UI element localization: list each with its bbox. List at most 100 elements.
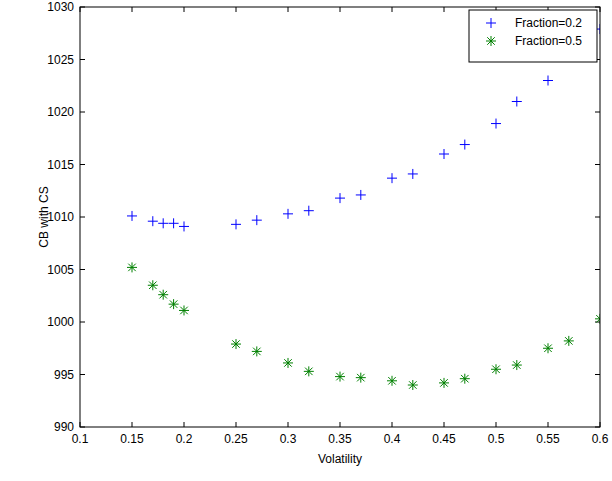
marker-shape — [304, 206, 314, 216]
marker-shape — [595, 314, 600, 324]
marker-shape — [491, 364, 501, 374]
point — [387, 376, 397, 386]
point — [304, 206, 314, 216]
point — [460, 140, 470, 150]
x-tick-label: 0.3 — [280, 432, 297, 446]
point — [304, 366, 314, 376]
marker-shape — [148, 216, 158, 226]
marker-shape — [231, 219, 241, 229]
point — [595, 314, 600, 324]
marker-shape — [439, 149, 449, 159]
marker-shape — [158, 290, 168, 300]
x-tick-label: 0.1 — [72, 432, 89, 446]
x-tick — [392, 422, 393, 427]
marker-shape — [127, 262, 137, 272]
point — [335, 193, 345, 203]
point — [387, 173, 397, 183]
point — [252, 346, 262, 356]
y-tick-label: 995 — [54, 368, 74, 382]
point — [179, 221, 189, 231]
marker-shape — [252, 215, 262, 225]
marker-shape — [335, 193, 345, 203]
marker-shape — [169, 299, 179, 309]
marker-shape — [304, 366, 314, 376]
x-tick — [548, 422, 549, 427]
marker-shape — [460, 140, 470, 150]
y-tick-label: 1025 — [47, 53, 74, 67]
marker-shape — [179, 221, 189, 231]
y-tick — [80, 269, 85, 270]
point — [158, 218, 168, 228]
marker-shape — [543, 76, 553, 86]
marker-shape — [439, 378, 449, 388]
y-tick-label: 1005 — [47, 263, 74, 277]
y-tick-label: 1020 — [47, 105, 74, 119]
point — [252, 215, 262, 225]
point — [179, 305, 189, 315]
marker-shape — [387, 173, 397, 183]
marker-shape — [512, 97, 522, 107]
marker-shape — [408, 380, 418, 390]
point — [439, 149, 449, 159]
point — [283, 358, 293, 368]
legend-box — [469, 10, 597, 62]
x-tick-label: 0.4 — [384, 432, 401, 446]
marker-shape — [158, 218, 168, 228]
x-tick-label: 0.35 — [328, 432, 352, 446]
point — [491, 119, 501, 129]
x-tick-label: 0.15 — [120, 432, 144, 446]
x-tick — [236, 422, 237, 427]
point — [127, 262, 137, 272]
point — [460, 374, 470, 384]
x-axis-label: Volatility — [318, 452, 362, 466]
x-tick — [132, 422, 133, 427]
x-tick — [340, 7, 341, 12]
marker-shape — [356, 373, 366, 383]
y-tick-label: 1010 — [47, 210, 74, 224]
marker-shape — [387, 376, 397, 386]
x-tick-label: 0.55 — [536, 432, 560, 446]
marker-shape — [252, 346, 262, 356]
marker-shape — [486, 18, 496, 28]
y-tick — [595, 269, 600, 270]
point — [335, 372, 345, 382]
marker-shape — [486, 36, 496, 46]
x-tick — [288, 7, 289, 12]
marker-shape — [564, 336, 574, 346]
plot-marks — [127, 24, 600, 390]
y-tick — [595, 164, 600, 165]
point — [356, 373, 366, 383]
point — [148, 216, 158, 226]
x-tick — [392, 7, 393, 12]
series — [127, 262, 600, 390]
plot-area — [80, 7, 600, 427]
point — [356, 190, 366, 200]
point — [169, 218, 179, 228]
x-tick-label: 0.2 — [176, 432, 193, 446]
point — [512, 360, 522, 370]
y-tick — [80, 217, 85, 218]
x-tick — [444, 422, 445, 427]
point — [169, 299, 179, 309]
point — [564, 336, 574, 346]
x-tick — [340, 422, 341, 427]
point — [408, 169, 418, 179]
point — [543, 76, 553, 86]
marker-shape — [491, 119, 501, 129]
x-tick — [236, 7, 237, 12]
marker-shape — [335, 372, 345, 382]
marker-shape — [231, 339, 241, 349]
point — [158, 290, 168, 300]
y-tick — [80, 322, 85, 323]
legend-label: Fraction=0.2 — [515, 16, 582, 30]
marker-shape — [169, 218, 179, 228]
y-axis-label: CB with CS — [37, 186, 51, 247]
y-tick — [80, 374, 85, 375]
legend-label: Fraction=0.5 — [515, 34, 582, 48]
x-tick — [496, 422, 497, 427]
x-tick — [184, 422, 185, 427]
x-tick-label: 0.25 — [224, 432, 248, 446]
point — [231, 219, 241, 229]
marker-shape — [283, 358, 293, 368]
legend-marker — [486, 18, 496, 28]
